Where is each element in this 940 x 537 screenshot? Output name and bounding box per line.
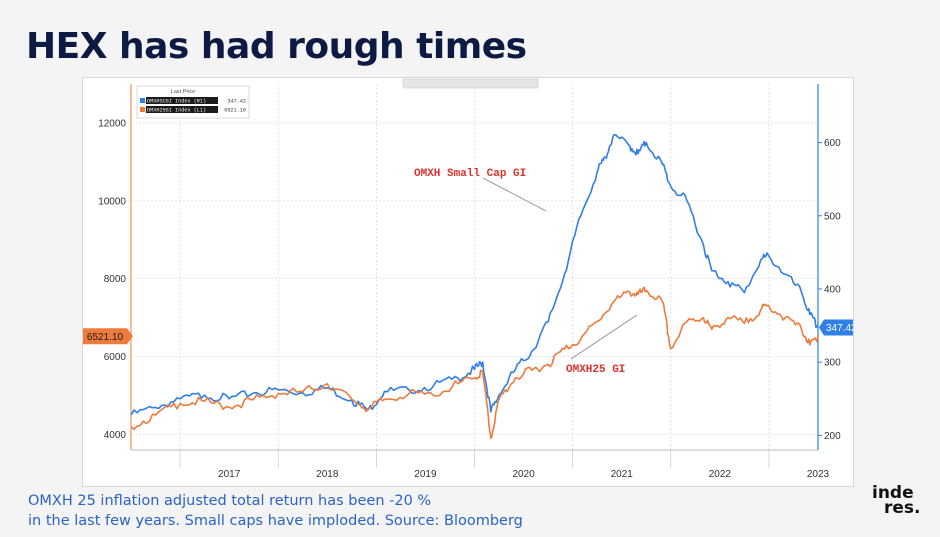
- y-left-tick-label: 8000: [104, 274, 127, 285]
- x-tick-label: 2020: [512, 469, 535, 480]
- brand-logo-line-1: inde: [872, 483, 914, 503]
- x-tick-label: 2019: [414, 469, 437, 480]
- axes: 2017 2018 2019 2020 2021 2022 2023 4000 6000 8000…: [98, 84, 841, 480]
- y-left-tick-label: 6000: [104, 352, 127, 363]
- y-left-tick-label: 4000: [104, 430, 127, 441]
- right-value-tag: [819, 319, 853, 336]
- annotation-leader-omxh25: [570, 314, 638, 360]
- legend-entry-label: OMXH25GI Index (L1): [147, 108, 206, 114]
- right-value-tag-label: 347.42: [826, 323, 853, 334]
- x-tick-label: 2018: [316, 469, 339, 480]
- x-tick-label: 2017: [218, 469, 241, 480]
- caption-line-2: in the last few years. Small caps have i…: [28, 513, 523, 529]
- line-chart: 2017 2018 2019 2020 2021 2022 2023 4000 6000 8000…: [83, 78, 853, 480]
- brand-logo: inde res.: [872, 483, 934, 518]
- series-line-omxh25-gi: [130, 286, 819, 440]
- y-right-tick-label: 300: [824, 358, 841, 369]
- y-right-tick-label: 600: [824, 138, 841, 149]
- slide-caption: OMXH 25 inflation adjusted total return …: [28, 491, 523, 531]
- legend-entry-value: 6521.10: [224, 108, 246, 114]
- y-right-tick-label: 500: [824, 211, 841, 222]
- annotations: OMXH Small Cap GI OMXH25 GI: [414, 168, 638, 376]
- x-tick-label: 2022: [709, 469, 732, 480]
- y-left-tick-label: 10000: [98, 196, 126, 207]
- legend-swatch: [140, 98, 145, 103]
- legend-header: Last Price: [171, 89, 195, 95]
- x-tick-label: 2021: [611, 469, 634, 480]
- legend-label-bg: [146, 106, 218, 113]
- current-value-tags: 6521.10 347.42: [83, 319, 853, 345]
- series-line-omxh-small-cap-gi: [130, 133, 819, 416]
- slide-title: HEX has had rough times: [26, 26, 527, 67]
- left-value-tag: [83, 328, 133, 345]
- legend-entry-value: 347.42: [227, 99, 246, 105]
- left-value-tag-label: 6521.10: [87, 332, 124, 343]
- y-left-tick-label: 12000: [98, 118, 126, 129]
- plot-area: [131, 84, 818, 450]
- legend-entry-label: OMXHSCGI Index (R1): [147, 99, 206, 105]
- grid-lines: [131, 84, 818, 450]
- annotation-omxh25: OMXH25 GI: [566, 364, 625, 376]
- chart-toolbar-strip: [402, 78, 539, 89]
- series-lines: [130, 133, 819, 440]
- legend-label-bg: [146, 97, 218, 104]
- legend: Last Price OMXHSCGI Index (R1) 347.42 OMXH2…: [136, 78, 539, 119]
- annotation-small-cap: OMXH Small Cap GI: [414, 168, 526, 180]
- y-right-tick-label: 400: [824, 284, 841, 295]
- brand-logo-line-2: res.: [884, 498, 921, 518]
- legend-swatch: [140, 107, 145, 112]
- y-right-tick-label: 200: [824, 431, 841, 442]
- caption-line-1: OMXH 25 inflation adjusted total return …: [28, 493, 432, 509]
- x-tick-label: 2023: [807, 469, 830, 480]
- chart-panel: 2017 2018 2019 2020 2021 2022 2023 4000 6000 8000…: [82, 77, 854, 487]
- annotation-leader-small-cap: [482, 177, 547, 212]
- plot-background: [131, 84, 818, 450]
